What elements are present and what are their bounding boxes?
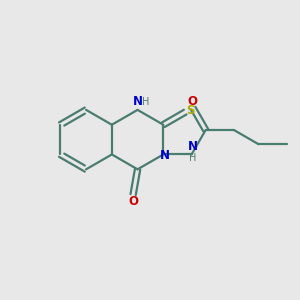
Text: O: O <box>188 95 197 108</box>
Text: H: H <box>142 97 150 106</box>
Text: N: N <box>160 149 170 162</box>
Text: N: N <box>133 95 142 108</box>
Text: H: H <box>189 153 197 163</box>
Text: O: O <box>128 195 138 208</box>
Text: N: N <box>188 140 198 153</box>
Text: S: S <box>186 104 195 117</box>
